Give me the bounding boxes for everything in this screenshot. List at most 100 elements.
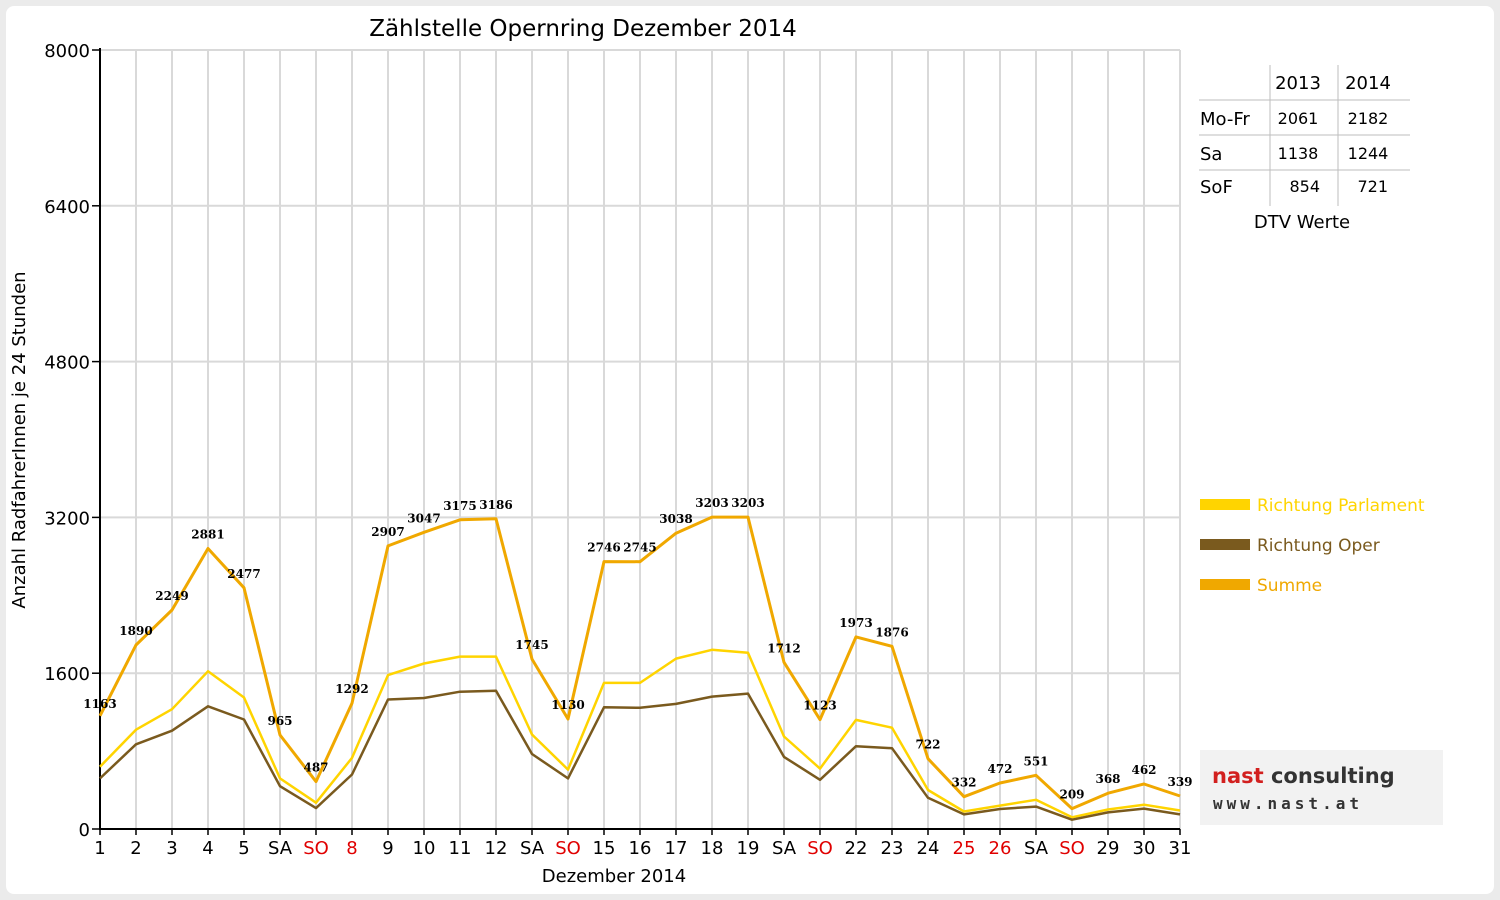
dtv-year-2014: 2014 <box>1345 73 1391 94</box>
data-label: 1973 <box>839 616 872 630</box>
data-label: 1712 <box>767 641 800 655</box>
data-label: 1745 <box>515 638 548 652</box>
data-label: 1890 <box>119 624 152 638</box>
dtv-row-label: SoF <box>1200 177 1233 198</box>
chart-frame <box>6 6 1494 894</box>
series-line-parlament <box>99 648 1181 819</box>
x-tick-label: 2 <box>130 838 141 859</box>
data-label: 368 <box>1095 772 1120 786</box>
x-tick-label: 26 <box>989 838 1012 859</box>
x-tick-label: SA <box>268 838 293 859</box>
data-label: 472 <box>987 762 1012 776</box>
data-labels: 1163189022492881247796548712922907304731… <box>83 496 1192 802</box>
dtv-value: 1138 <box>1278 144 1319 163</box>
x-tick-label: SO <box>555 838 581 859</box>
data-label: 3203 <box>731 496 764 510</box>
x-tick-label: SA <box>520 838 545 859</box>
series-line-oper <box>99 689 1181 821</box>
grid <box>100 49 1181 829</box>
dtv-caption: DTV Werte <box>1254 212 1350 233</box>
x-tick-label: 9 <box>382 838 393 859</box>
logo-brand: nast consulting <box>1212 764 1395 788</box>
dtv-year-2013: 2013 <box>1275 73 1321 94</box>
data-label: 462 <box>1131 763 1156 777</box>
data-label: 1292 <box>335 682 368 696</box>
x-tick-label: 11 <box>449 838 472 859</box>
data-label: 3186 <box>479 498 512 512</box>
dtv-value: 1244 <box>1348 144 1389 163</box>
x-tick-label: 22 <box>845 838 868 859</box>
x-tick-label: 16 <box>629 838 652 859</box>
y-tick-label: 6400 <box>44 197 90 218</box>
x-tick-label: 4 <box>202 838 213 859</box>
logo-url: www.nast.at <box>1213 794 1363 813</box>
legend-label: Richtung Oper <box>1257 536 1380 556</box>
dtv-value: 854 <box>1289 177 1320 196</box>
x-tick-label: SO <box>303 838 329 859</box>
x-tick-label: SA <box>1024 838 1049 859</box>
data-label: 487 <box>303 761 328 775</box>
legend-label: Summe <box>1257 576 1322 596</box>
data-label: 722 <box>915 738 940 752</box>
logo-brand-part2: consulting <box>1270 764 1395 788</box>
data-label: 2881 <box>191 527 224 541</box>
x-tick-label: 15 <box>593 838 616 859</box>
legend-swatch <box>1200 499 1250 510</box>
data-label: 1876 <box>875 625 908 639</box>
data-label: 1163 <box>83 697 116 711</box>
logo-brand-part1: nast <box>1212 764 1264 788</box>
dtv-table: 2013 2014 Mo-Fr 2061 2182 Sa 1138 1244 S… <box>1199 65 1410 233</box>
y-tick-label: 1600 <box>44 664 90 685</box>
x-tick-label: 5 <box>238 838 249 859</box>
dtv-value: 2182 <box>1348 109 1389 128</box>
data-label: 2746 <box>587 541 620 555</box>
y-tick-label: 8000 <box>44 41 90 62</box>
x-tick-label: 1 <box>94 838 105 859</box>
data-label: 339 <box>1167 775 1192 789</box>
legend-swatch <box>1200 579 1250 590</box>
chart-title: Zählstelle Opernring Dezember 2014 <box>369 16 797 42</box>
y-tick-label: 3200 <box>44 508 90 529</box>
data-label: 1130 <box>551 698 584 712</box>
data-label: 551 <box>1023 754 1048 768</box>
company-logo: nast consulting www.nast.at <box>1200 750 1443 825</box>
x-tick-label: 12 <box>485 838 508 859</box>
x-tick-label: SA <box>772 838 797 859</box>
x-tick-label: 17 <box>665 838 688 859</box>
dtv-row-label: Sa <box>1200 144 1222 165</box>
y-axis-title: Anzahl RadfahrerInnen je 24 Stunden <box>9 271 30 608</box>
dtv-value: 721 <box>1357 177 1388 196</box>
x-tick-label: 19 <box>737 838 760 859</box>
legend-swatch <box>1200 539 1250 550</box>
x-tick-label: 18 <box>701 838 724 859</box>
x-tick-label: 31 <box>1169 838 1192 859</box>
data-label: 1123 <box>803 699 836 713</box>
y-tick-label: 4800 <box>44 353 90 374</box>
x-tick-label: 25 <box>953 838 976 859</box>
x-tick-label: 8 <box>346 838 357 859</box>
x-tick-label: 30 <box>1133 838 1156 859</box>
data-label: 3175 <box>443 499 476 513</box>
legend-label: Richtung Parlament <box>1257 496 1425 516</box>
dtv-value: 2061 <box>1278 109 1319 128</box>
data-label: 2907 <box>371 525 404 539</box>
data-label: 209 <box>1059 788 1084 802</box>
data-label: 3038 <box>659 512 692 526</box>
x-tick-label: 10 <box>413 838 436 859</box>
data-label: 332 <box>951 776 976 790</box>
x-tick-label: SO <box>807 838 833 859</box>
y-tick-label: 0 <box>79 820 90 841</box>
x-tick-label: 24 <box>917 838 940 859</box>
x-tick-label: 23 <box>881 838 904 859</box>
series-lines <box>98 515 1181 821</box>
data-label: 965 <box>267 714 292 728</box>
data-label: 3203 <box>695 496 728 510</box>
data-label: 2477 <box>227 567 260 581</box>
data-label: 2249 <box>155 589 188 603</box>
dtv-row-label: Mo-Fr <box>1200 109 1250 130</box>
legend: Richtung Parlament Richtung Oper Summe <box>1200 496 1425 596</box>
data-label: 2745 <box>623 541 656 555</box>
x-tick-label: 3 <box>166 838 177 859</box>
x-tick-label: SO <box>1059 838 1085 859</box>
